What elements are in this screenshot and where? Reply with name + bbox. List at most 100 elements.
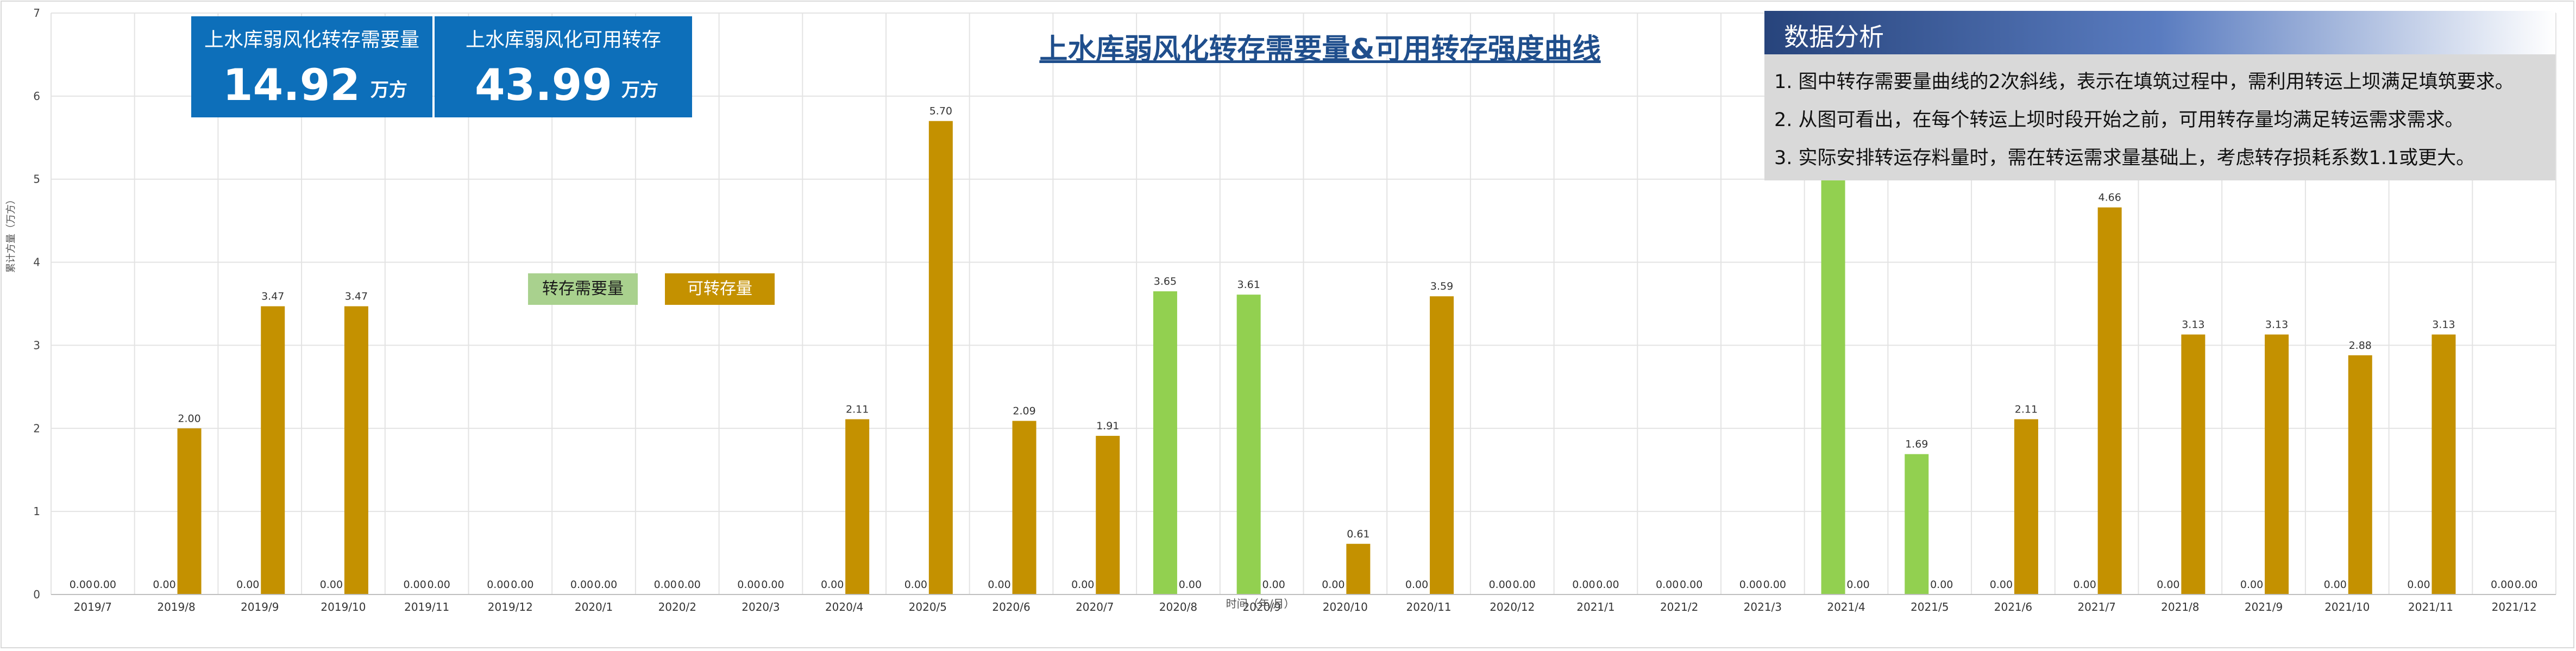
data-label: 2.00 xyxy=(178,412,200,424)
data-label: 0.00 xyxy=(2073,579,2096,591)
bar-available xyxy=(2181,334,2206,594)
data-label: 0.00 xyxy=(153,579,175,591)
analysis-item-1: 1. 图中转存需要量曲线的2次斜线，表示在填筑过程中，需利用转运上坝满足填筑要求… xyxy=(1774,71,2514,93)
data-label: 0.00 xyxy=(654,579,677,591)
data-label: 0.00 xyxy=(821,579,844,591)
data-label: 3.13 xyxy=(2182,319,2204,331)
data-label: 0.00 xyxy=(1846,579,1869,591)
x-tick-label: 2020/7 xyxy=(1076,600,1114,614)
y-tick-label: 2 xyxy=(33,422,40,435)
x-tick-label: 2021/8 xyxy=(2161,600,2199,614)
x-tick-label: 2020/1 xyxy=(575,600,613,614)
bar-available xyxy=(2097,207,2122,595)
x-tick-label: 2019/8 xyxy=(157,600,195,614)
data-label: 1.91 xyxy=(1096,420,1119,432)
data-label: 0.00 xyxy=(1739,579,1762,591)
kpi-available-card: 上水库弱风化可用转存 43.99 万方 xyxy=(435,16,692,117)
x-tick-label: 2021/5 xyxy=(1911,600,1949,614)
bar-available xyxy=(1012,421,1036,594)
data-label: 0.00 xyxy=(594,579,617,591)
bar-available xyxy=(2014,419,2038,594)
bar-available xyxy=(845,419,870,594)
kpi-available-unit: 万方 xyxy=(621,79,658,101)
data-label: 0.00 xyxy=(570,579,593,591)
x-tick-label: 2021/7 xyxy=(2077,600,2115,614)
data-label: 0.00 xyxy=(1405,579,1428,591)
data-label: 0.00 xyxy=(1513,579,1536,591)
data-label: 2.11 xyxy=(2015,403,2038,415)
data-label: 0.00 xyxy=(678,579,701,591)
data-label: 0.00 xyxy=(427,579,450,591)
analysis-item-3: 3. 实际安排转运存料量时，需在转运需求量基础上，考虑转存损耗系数1.1或更大。 xyxy=(1774,147,2476,169)
kpi-demand-value: 14.92 xyxy=(223,60,361,110)
data-label: 0.00 xyxy=(2157,579,2179,591)
data-label: 0.00 xyxy=(2324,579,2347,591)
data-label: 0.00 xyxy=(487,579,510,591)
x-tick-label: 2020/5 xyxy=(909,600,947,614)
x-tick-label: 2019/11 xyxy=(404,600,449,614)
x-tick-label: 2020/11 xyxy=(1406,600,1452,614)
y-tick-label: 4 xyxy=(33,256,40,269)
bar-available xyxy=(1430,296,1454,594)
data-label: 2.88 xyxy=(2349,340,2372,352)
bar-available xyxy=(177,428,202,594)
x-tick-label: 2020/9 xyxy=(1242,600,1280,614)
data-label: 0.00 xyxy=(1179,579,1202,591)
x-tick-label: 2019/10 xyxy=(321,600,366,614)
data-label: 0.00 xyxy=(1596,579,1619,591)
bar-available xyxy=(261,306,285,594)
bar-available xyxy=(928,121,953,594)
kpi-demand-unit: 万方 xyxy=(370,79,407,101)
data-label: 0.00 xyxy=(2491,579,2514,591)
x-axis-label: 时间（年/月） xyxy=(1226,597,1295,610)
data-label: 3.47 xyxy=(261,291,284,303)
y-tick-label: 7 xyxy=(33,7,40,20)
y-axis-label: 累计方量（万方） xyxy=(5,195,17,273)
x-tick-label: 2021/3 xyxy=(1744,600,1782,614)
x-tick-label: 2020/4 xyxy=(825,600,863,614)
x-tick-label: 2020/6 xyxy=(992,600,1030,614)
chart-title: 上水库弱风化转存需要量&可用转存强度曲线 xyxy=(1039,33,1601,66)
data-label: 0.00 xyxy=(320,579,343,591)
y-tick-label: 6 xyxy=(33,90,40,103)
y-tick-label: 0 xyxy=(33,588,40,601)
data-label: 3.59 xyxy=(1430,280,1453,292)
data-label: 0.00 xyxy=(2515,579,2537,591)
bar-available xyxy=(1096,436,1120,594)
kpi-demand-label: 上水库弱风化转存需要量 xyxy=(204,29,419,51)
data-label: 0.61 xyxy=(1347,528,1369,540)
x-tick-label: 2021/12 xyxy=(2492,600,2537,614)
data-label: 0.00 xyxy=(1763,579,1786,591)
data-label: 0.00 xyxy=(236,579,259,591)
x-tick-label: 2020/3 xyxy=(742,600,780,614)
data-label: 3.65 xyxy=(1154,276,1177,287)
x-tick-label: 2020/10 xyxy=(1323,600,1368,614)
x-tick-label: 2019/7 xyxy=(74,600,112,614)
data-label: 0.00 xyxy=(93,579,116,591)
data-label: 0.00 xyxy=(511,579,533,591)
x-tick-label: 2021/4 xyxy=(1827,600,1865,614)
kpi-available-label: 上水库弱风化可用转存 xyxy=(465,29,661,51)
data-label: 0.00 xyxy=(1930,579,1953,591)
x-tick-label: 2020/2 xyxy=(658,600,696,614)
data-label: 0.00 xyxy=(1071,579,1094,591)
data-label: 0.00 xyxy=(904,579,927,591)
bar-available xyxy=(1346,543,1371,594)
bar-demand xyxy=(1153,291,1177,594)
data-label: 0.00 xyxy=(988,579,1010,591)
bar-demand xyxy=(1905,454,1929,594)
analysis-header: 数据分析 xyxy=(1764,11,2555,54)
data-label: 1.69 xyxy=(1905,439,1928,450)
kpi-available-value: 43.99 xyxy=(475,60,613,110)
data-label: 0.00 xyxy=(1322,579,1344,591)
analysis-item-2: 2. 从图可看出，在每个转运上坝时段开始之前，可用转存量均满足转运需求需求。 xyxy=(1774,109,2464,131)
bar-available xyxy=(344,306,368,594)
data-label: 0.00 xyxy=(1656,579,1679,591)
data-label: 2.09 xyxy=(1013,405,1035,417)
bar-demand xyxy=(1821,179,1845,594)
data-label: 0.00 xyxy=(1572,579,1595,591)
data-label: 5.70 xyxy=(929,105,952,117)
y-tick-label: 1 xyxy=(33,505,40,518)
y-tick-label: 5 xyxy=(33,173,40,186)
